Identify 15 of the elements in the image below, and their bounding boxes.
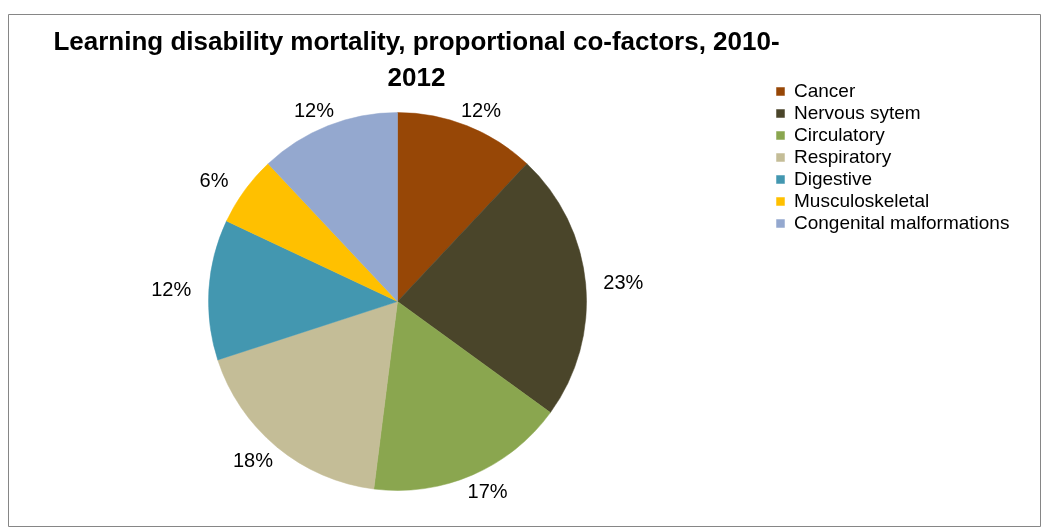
legend-label: Congenital malformations xyxy=(794,212,1010,234)
data-label: 23% xyxy=(603,271,644,294)
data-label: 12% xyxy=(293,98,335,121)
legend-label: Respiratory xyxy=(794,146,892,168)
legend-label: Musculoskeletal xyxy=(794,190,930,212)
legend-label: Nervous sytem xyxy=(794,102,921,124)
data-label: 12% xyxy=(151,277,192,300)
data-label: 6% xyxy=(199,169,229,192)
legend-label: Digestive xyxy=(794,168,873,190)
legend-label: Circulatory xyxy=(794,124,885,146)
legend-label: Cancer xyxy=(794,80,856,102)
data-label: 18% xyxy=(232,449,274,472)
data-label: 17% xyxy=(467,479,508,502)
data-label: 12% xyxy=(460,98,502,121)
chart-title: Learning disability mortality, proportional co-factors, 2010-2012 xyxy=(53,25,780,92)
